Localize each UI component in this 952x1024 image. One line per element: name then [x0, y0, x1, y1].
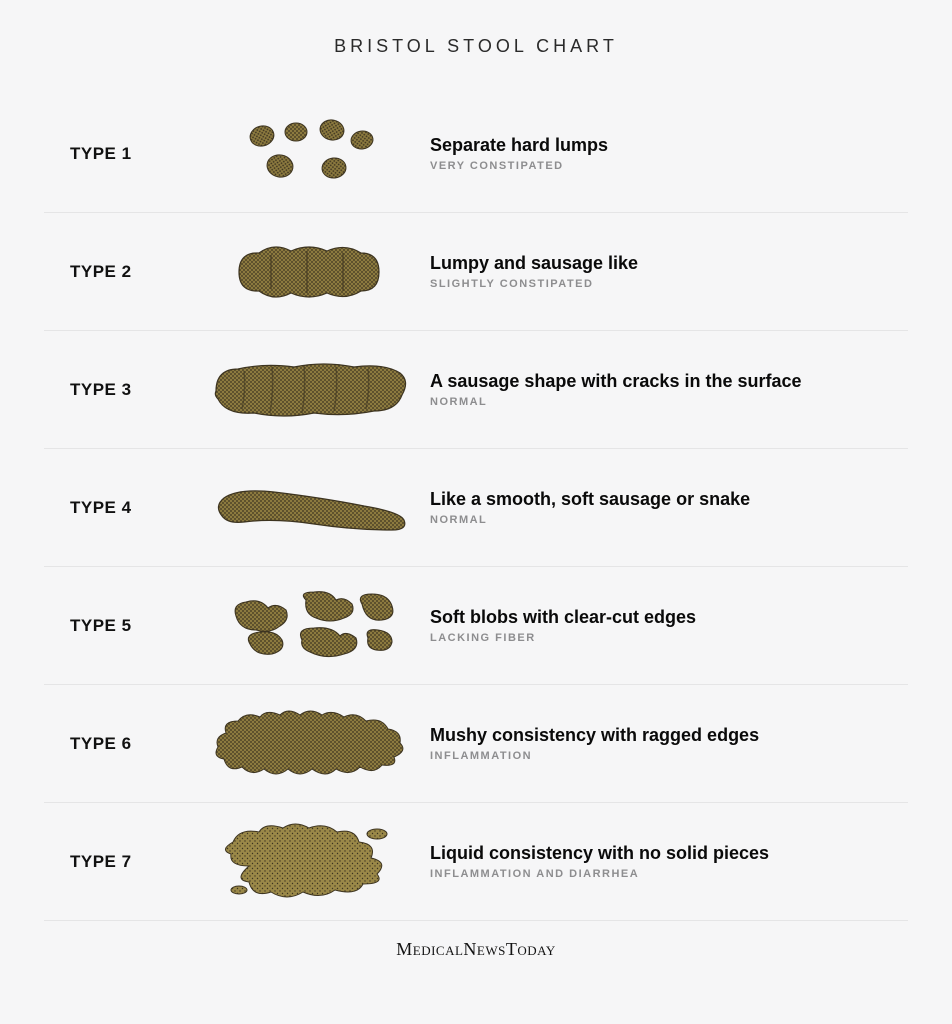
- type-label: TYPE 3: [54, 380, 194, 400]
- type-label: TYPE 7: [54, 852, 194, 872]
- stool-icon-mushy: [194, 707, 424, 781]
- stool-icon-liquid: [194, 820, 424, 904]
- type-label: TYPE 5: [54, 616, 194, 636]
- row-title: A sausage shape with cracks in the surfa…: [430, 371, 898, 392]
- chart-title: BRISTOL STOOL CHART: [44, 36, 908, 57]
- row-subtitle: NORMAL: [430, 396, 898, 408]
- row-subtitle: NORMAL: [430, 514, 898, 526]
- row-title: Mushy consistency with ragged edges: [430, 725, 898, 746]
- table-row: TYPE 1 Separate hard lumps VERY CONSTIPA…: [44, 95, 908, 213]
- row-subtitle: SLIGHTLY CONSTIPATED: [430, 278, 898, 290]
- stool-icon-smooth-sausage: [194, 476, 424, 540]
- type-label: TYPE 2: [54, 262, 194, 282]
- type-label: TYPE 4: [54, 498, 194, 518]
- row-subtitle: INFLAMMATION AND DIARRHEA: [430, 868, 898, 880]
- table-row: TYPE 7 Liquid consistency with no solid …: [44, 803, 908, 921]
- row-subtitle: LACKING FIBER: [430, 632, 898, 644]
- table-row: TYPE 4 Like a smooth, soft sausage or sn…: [44, 449, 908, 567]
- footer-brand: MedicalNewsToday: [44, 939, 908, 960]
- type-label: TYPE 6: [54, 734, 194, 754]
- row-title: Separate hard lumps: [430, 135, 898, 156]
- stool-icon-cracked-sausage: [194, 355, 424, 425]
- row-subtitle: INFLAMMATION: [430, 750, 898, 762]
- stool-icon-lumpy-sausage: [194, 237, 424, 307]
- table-row: TYPE 2 Lumpy and sausage like SLIGHTLY C…: [44, 213, 908, 331]
- stool-icon-hard-lumps: [194, 114, 424, 194]
- row-title: Liquid consistency with no solid pieces: [430, 843, 898, 864]
- row-title: Like a smooth, soft sausage or snake: [430, 489, 898, 510]
- type-label: TYPE 1: [54, 144, 194, 164]
- row-subtitle: VERY CONSTIPATED: [430, 160, 898, 172]
- table-row: TYPE 3 A sausage shape with cracks in th…: [44, 331, 908, 449]
- table-row: TYPE 5 Soft blobs with clear-cut edges L…: [44, 567, 908, 685]
- table-row: TYPE 6 Mushy consistency with ragged edg…: [44, 685, 908, 803]
- stool-icon-soft-blobs: [194, 586, 424, 666]
- row-title: Soft blobs with clear-cut edges: [430, 607, 898, 628]
- row-title: Lumpy and sausage like: [430, 253, 898, 274]
